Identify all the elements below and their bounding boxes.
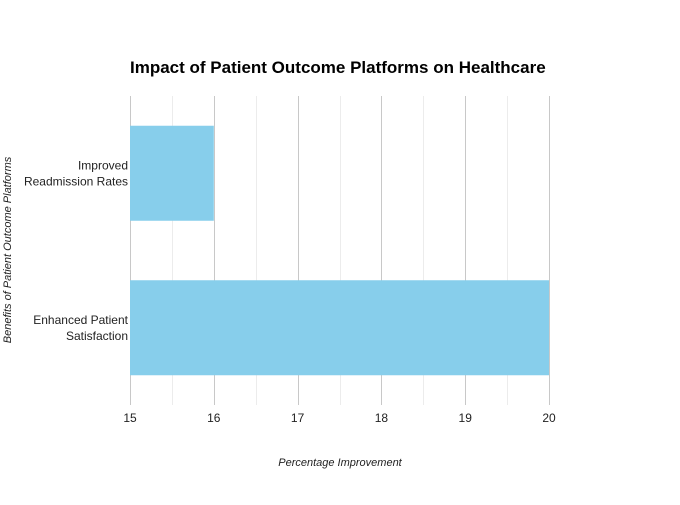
- bars: [130, 125, 549, 376]
- chart-title: Impact of Patient Outcome Platforms on H…: [130, 58, 546, 77]
- x-tick-label: 19: [459, 411, 473, 425]
- x-tick-label: 17: [291, 411, 305, 425]
- y-axis-label: Benefits of Patient Outcome Platforms: [2, 156, 14, 343]
- x-tick-label: 15: [123, 411, 137, 425]
- y-axis-categories: Improved Readmission Rates Enhanced Patien…: [24, 158, 129, 343]
- y-category-label: Improved: [78, 158, 128, 172]
- x-tick-label: 20: [542, 411, 556, 425]
- bar-1: [130, 280, 549, 376]
- bar-0: [130, 125, 214, 221]
- y-category-label: Enhanced Patient: [33, 313, 128, 327]
- x-tick-label: 18: [375, 411, 389, 425]
- x-tick-label: 16: [207, 411, 221, 425]
- x-axis-ticks: 15 16 17 18 19 20: [123, 411, 556, 425]
- x-axis-label: Percentage Improvement: [278, 457, 402, 469]
- y-category-label: Readmission Rates: [24, 174, 128, 188]
- y-category-label: Satisfaction: [66, 329, 128, 343]
